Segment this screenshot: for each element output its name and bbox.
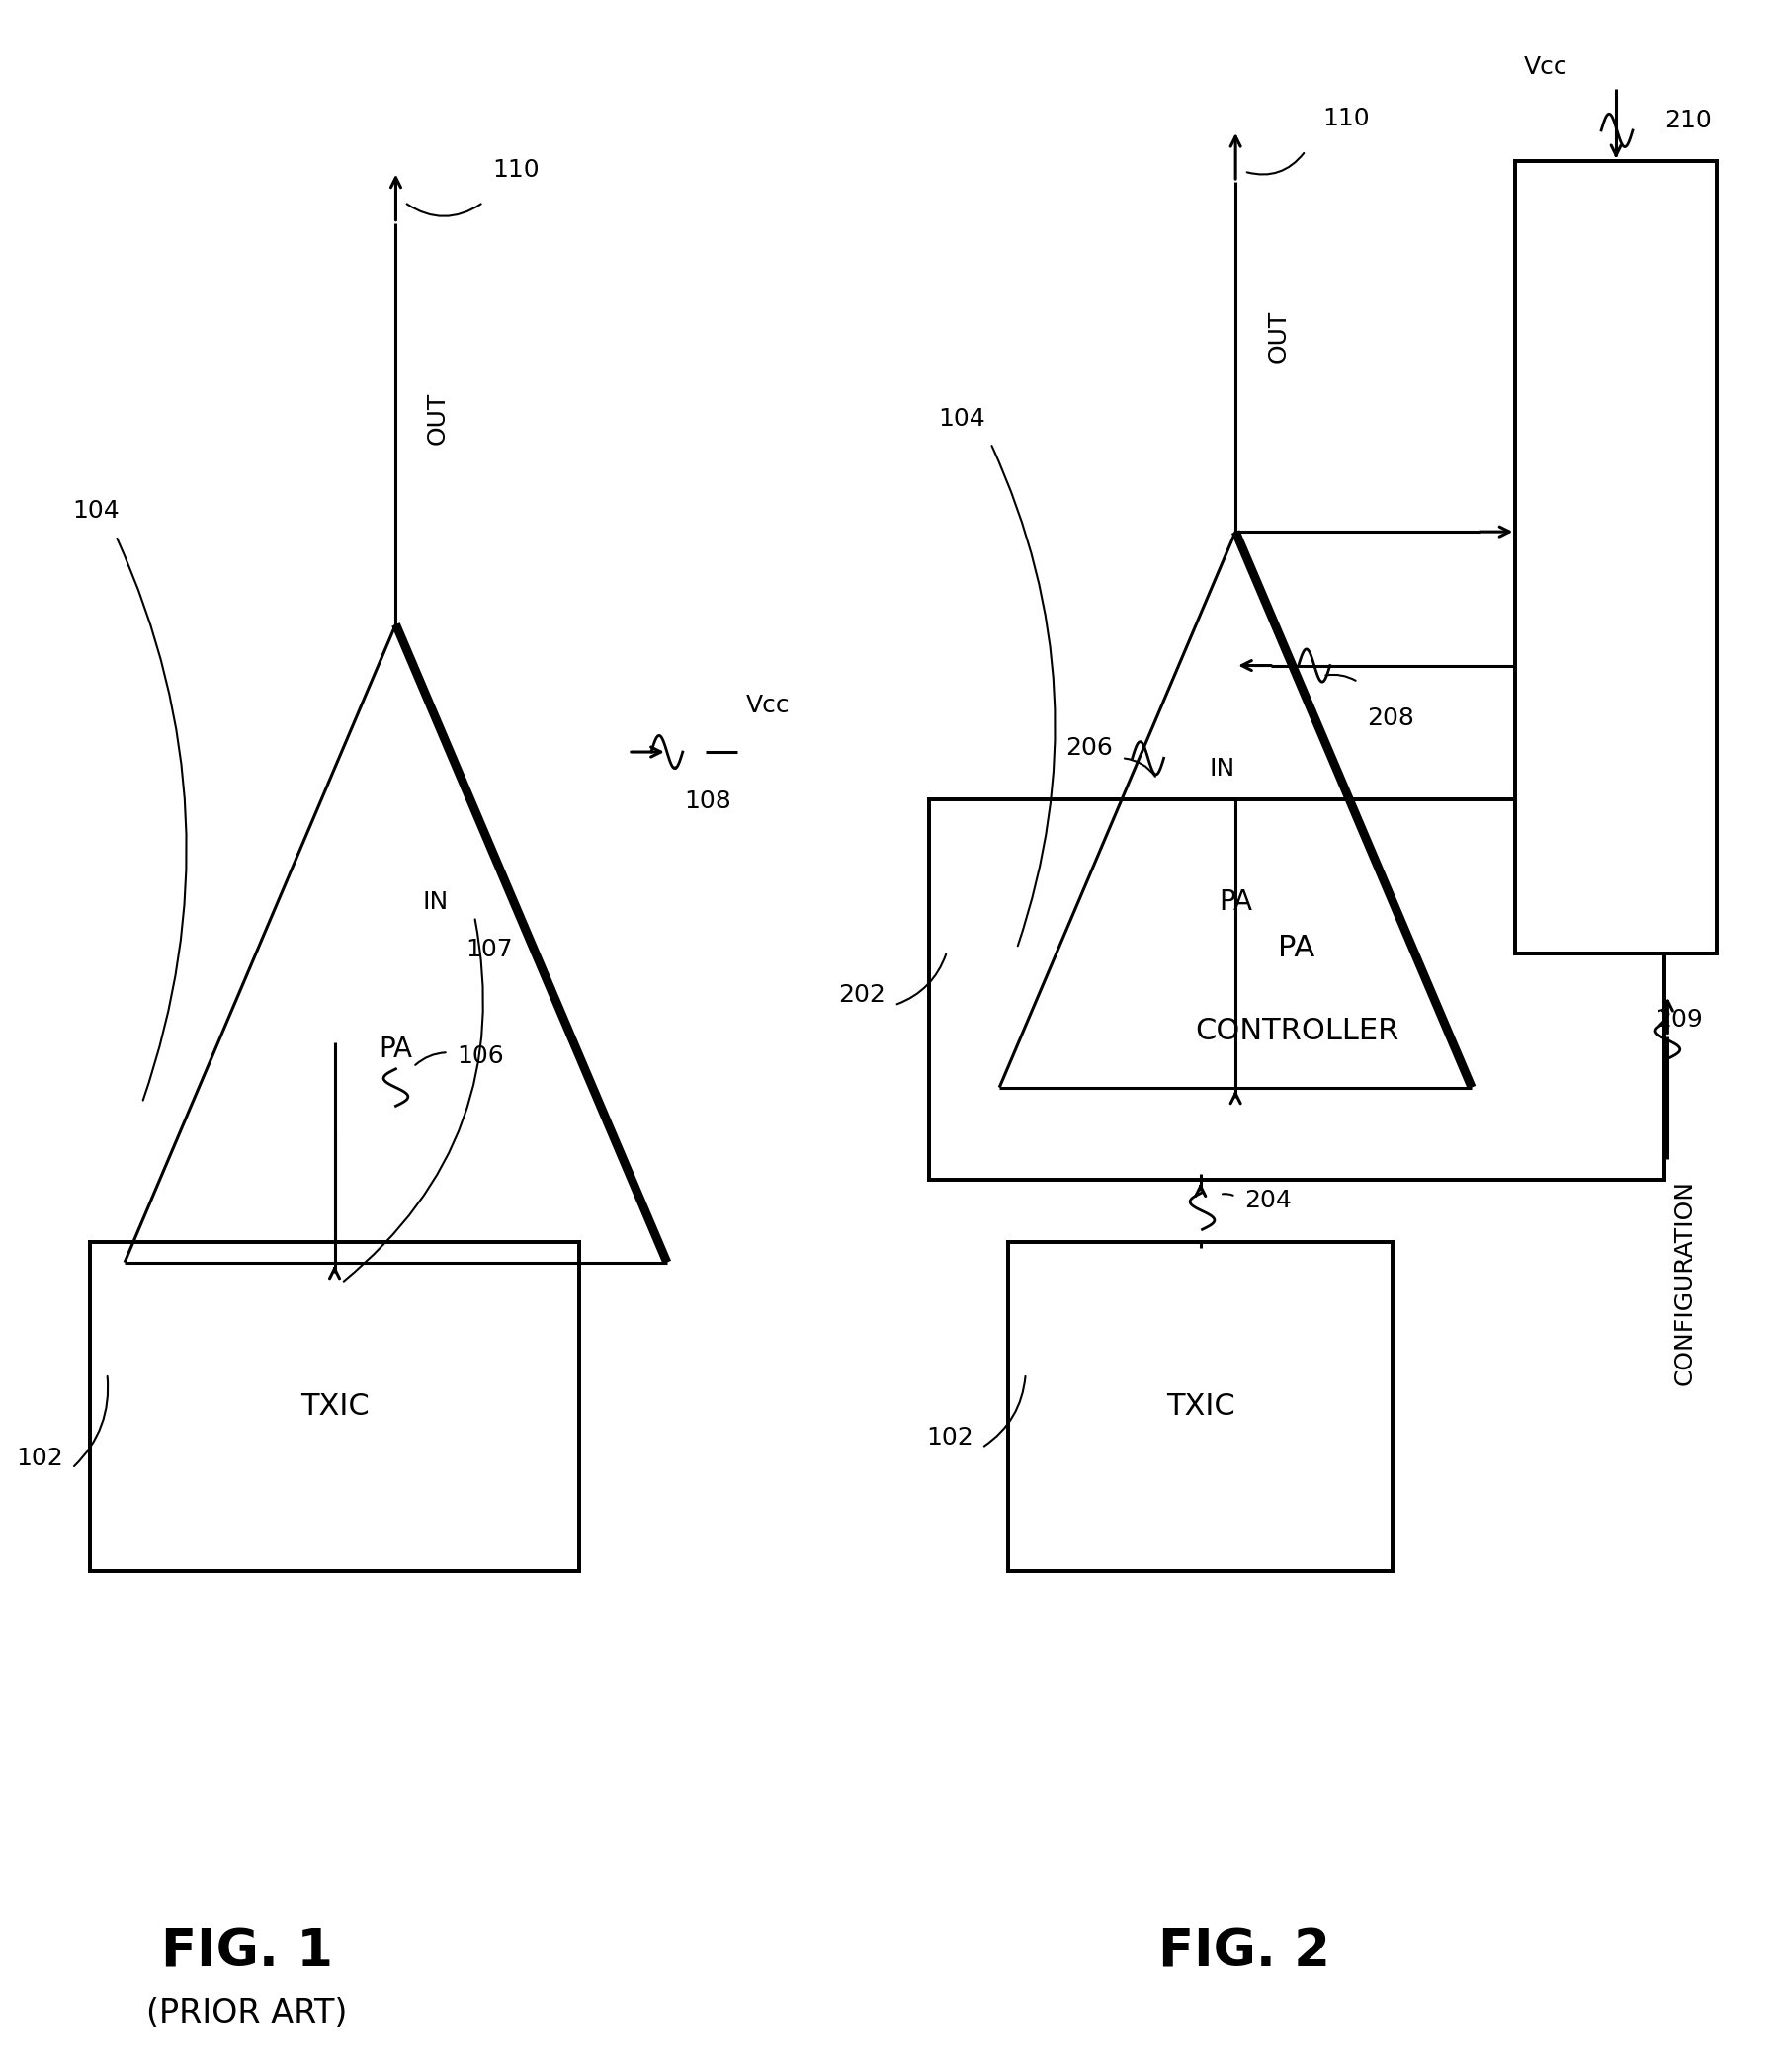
Text: 209: 209 <box>1655 1007 1703 1032</box>
Text: PA: PA <box>1279 934 1316 963</box>
FancyBboxPatch shape <box>89 1241 579 1571</box>
Text: PA: PA <box>378 1036 412 1063</box>
Text: CONTROLLER: CONTROLLER <box>1195 1017 1399 1044</box>
FancyBboxPatch shape <box>1009 1241 1392 1571</box>
Text: 106: 106 <box>456 1044 504 1069</box>
Text: CONFIGURATION: CONFIGURATION <box>1673 1181 1698 1386</box>
Text: OUT: OUT <box>426 392 449 445</box>
Text: IN: IN <box>423 891 448 914</box>
FancyBboxPatch shape <box>1515 162 1717 953</box>
Text: 102: 102 <box>16 1446 64 1469</box>
Text: 202: 202 <box>838 982 886 1007</box>
Text: 104: 104 <box>938 406 986 431</box>
Text: FIG. 2: FIG. 2 <box>1158 1927 1330 1977</box>
Text: 104: 104 <box>73 499 119 522</box>
Text: 204: 204 <box>1245 1189 1291 1212</box>
Text: IN: IN <box>1209 756 1236 781</box>
Text: (PRIOR ART): (PRIOR ART) <box>147 1997 348 2031</box>
Text: Vcc: Vcc <box>1524 56 1568 79</box>
Text: Vcc: Vcc <box>746 694 790 717</box>
Text: 110: 110 <box>1323 106 1369 131</box>
Text: 107: 107 <box>465 937 513 961</box>
Text: OUT: OUT <box>1266 311 1291 363</box>
Text: 206: 206 <box>1066 736 1114 760</box>
Text: 210: 210 <box>1664 108 1712 133</box>
FancyBboxPatch shape <box>929 800 1664 1181</box>
Text: 102: 102 <box>925 1426 973 1448</box>
Text: TXIC: TXIC <box>300 1392 369 1421</box>
Text: FIG. 1: FIG. 1 <box>162 1927 334 1977</box>
Text: 110: 110 <box>492 157 540 182</box>
Text: 208: 208 <box>1368 707 1414 731</box>
Text: 108: 108 <box>684 789 732 812</box>
Text: TXIC: TXIC <box>1167 1392 1234 1421</box>
Text: PA: PA <box>1218 889 1252 916</box>
